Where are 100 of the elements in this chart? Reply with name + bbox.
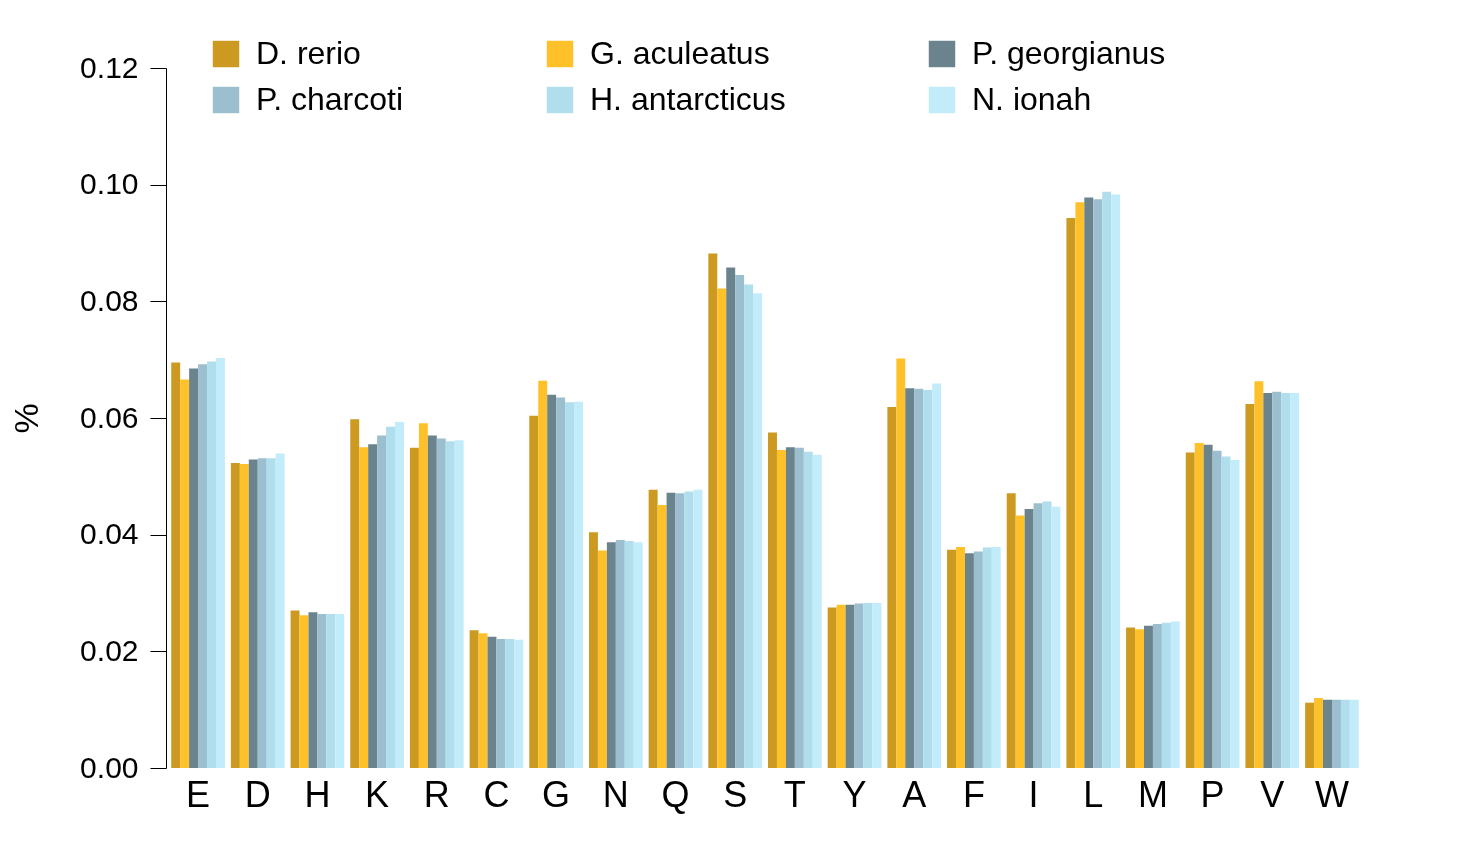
bar	[1084, 197, 1094, 768]
bar	[189, 368, 199, 768]
x-tick-label: I	[1028, 773, 1039, 815]
bar	[872, 602, 882, 768]
x-tick-label: G	[542, 773, 571, 815]
bar	[1066, 217, 1076, 768]
bar	[427, 435, 437, 768]
bar	[266, 458, 276, 768]
bar	[744, 284, 754, 768]
bar	[514, 639, 524, 768]
x-tick-label: F	[962, 773, 985, 815]
bar	[1272, 391, 1282, 768]
bar	[675, 493, 685, 768]
bar	[982, 547, 992, 768]
bar	[1185, 452, 1195, 768]
bar	[1006, 493, 1016, 768]
x-tick-label: T	[783, 773, 806, 815]
bar	[1093, 199, 1103, 768]
bar	[1161, 622, 1171, 768]
bar	[905, 388, 915, 768]
bar	[648, 489, 658, 768]
bar	[248, 459, 258, 768]
bar	[684, 491, 694, 768]
bar	[308, 612, 318, 768]
bar	[827, 607, 837, 768]
bar	[812, 454, 822, 768]
bar	[386, 426, 396, 768]
x-tick-label: W	[1314, 773, 1349, 815]
bar	[1331, 699, 1341, 768]
x-tick-label: H	[304, 773, 331, 815]
y-tick-label: 0.06	[80, 400, 139, 434]
bar	[1349, 699, 1359, 768]
y-tick-label: 0.00	[80, 750, 139, 784]
bar	[1245, 404, 1255, 768]
bar	[1033, 503, 1043, 768]
bar	[708, 253, 718, 768]
bar	[1263, 392, 1273, 768]
bar	[803, 451, 813, 768]
bar	[1075, 202, 1085, 768]
bar	[350, 419, 360, 768]
bar	[335, 614, 345, 768]
bar	[505, 639, 515, 768]
bar	[914, 388, 924, 768]
bar	[1042, 501, 1052, 768]
bar	[932, 383, 942, 768]
bar	[991, 546, 1001, 768]
bar	[717, 288, 727, 768]
bar	[529, 415, 539, 768]
bar	[956, 546, 965, 768]
bar	[615, 539, 625, 768]
x-tick-label: R	[423, 773, 450, 815]
bar	[693, 489, 703, 768]
bar	[923, 390, 933, 768]
x-tick-label: V	[1260, 773, 1285, 815]
bar	[1024, 509, 1034, 768]
bar	[445, 441, 455, 768]
bar	[230, 462, 240, 768]
bar	[326, 614, 336, 768]
bar	[794, 447, 804, 768]
bar	[768, 432, 777, 768]
bar	[845, 604, 855, 768]
bar	[1314, 698, 1324, 768]
bar	[1135, 629, 1144, 768]
x-tick-label: L	[1083, 773, 1104, 815]
bar	[964, 553, 974, 768]
bar	[1323, 699, 1332, 768]
bar	[317, 614, 327, 768]
x-tick-label: A	[902, 773, 927, 815]
bar	[454, 440, 464, 768]
bar	[395, 422, 404, 768]
bar	[171, 362, 181, 768]
bar	[547, 394, 557, 768]
bar	[1126, 627, 1136, 768]
x-tick-label: M	[1137, 773, 1168, 815]
bar	[1203, 444, 1213, 768]
bar	[377, 435, 387, 768]
bar	[1221, 456, 1231, 768]
bar	[215, 357, 225, 768]
legend-label: P. georgianus	[972, 35, 1166, 71]
bar	[290, 610, 300, 768]
x-tick-label: S	[723, 773, 748, 815]
bar	[624, 541, 634, 768]
bar	[785, 447, 795, 768]
bar	[1254, 381, 1264, 768]
bar	[863, 602, 873, 768]
bar	[726, 267, 736, 768]
bar	[1102, 191, 1112, 768]
bar	[947, 549, 956, 768]
bar	[887, 406, 897, 768]
bar	[836, 604, 846, 768]
bar	[1015, 515, 1025, 768]
bar	[1281, 392, 1291, 768]
bar	[753, 293, 763, 768]
bar	[418, 423, 428, 768]
y-tick-label: 0.10	[80, 167, 139, 201]
y-tick-label: 0.12	[80, 50, 139, 84]
bar	[368, 444, 378, 768]
bar	[198, 364, 208, 768]
y-tick-label: 0.04	[80, 517, 139, 551]
bar	[588, 532, 598, 768]
